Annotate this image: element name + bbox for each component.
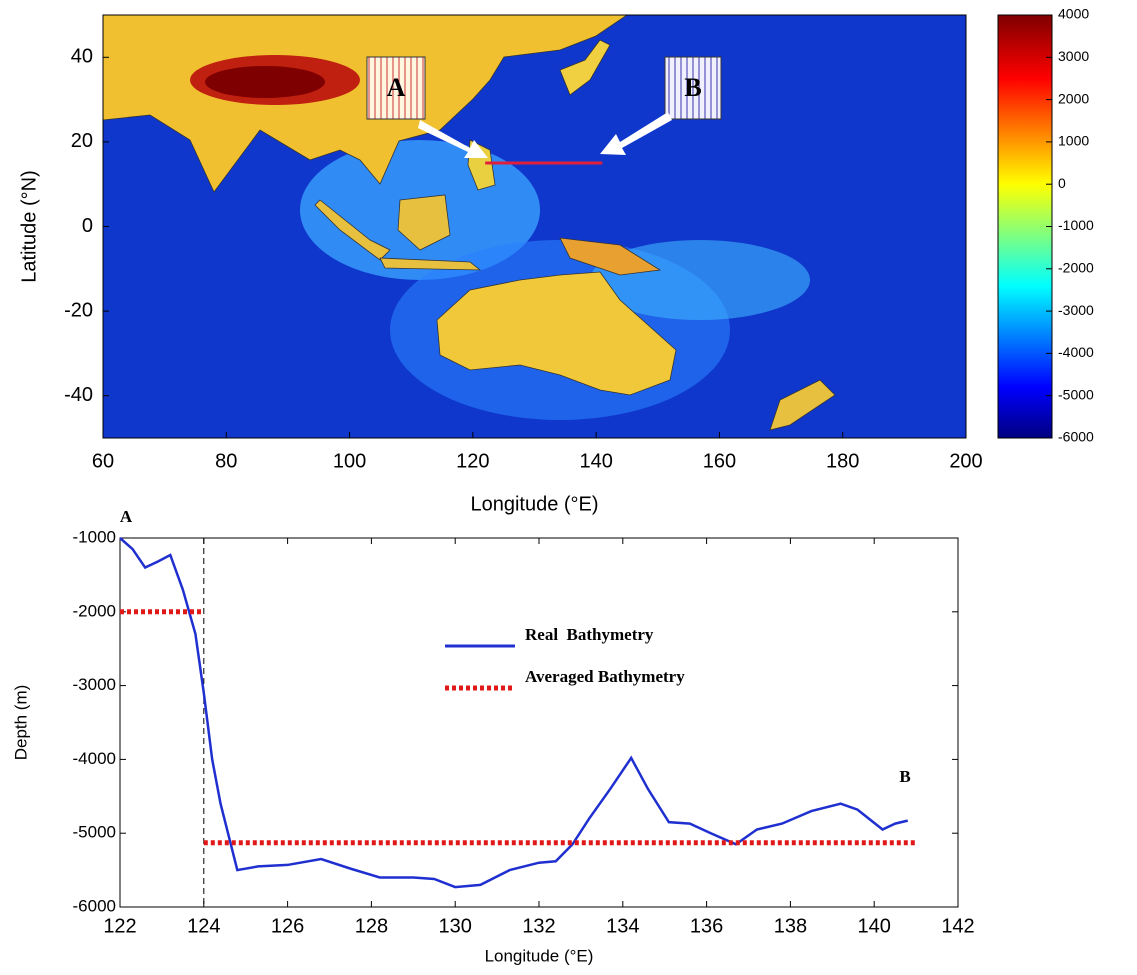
colorbar-tick-label: 2000	[1058, 90, 1089, 106]
x-tick-label: 142	[941, 915, 974, 937]
x-tick-label: 200	[949, 450, 982, 472]
plot-frame	[119, 537, 959, 908]
annotation-box	[664, 56, 722, 120]
x-tick-label: 138	[774, 915, 807, 937]
colorbar-tick-label: -1000	[1058, 217, 1094, 233]
x-tick-label: 60	[92, 450, 114, 472]
y-tick-label: -3000	[73, 675, 116, 694]
y-axis-label: Depth (m)	[11, 685, 30, 761]
x-tick-label: 128	[355, 915, 388, 937]
y-tick-label: 40	[71, 46, 93, 68]
colorbar-tick-label: -3000	[1058, 302, 1094, 318]
annotation: A	[120, 507, 133, 526]
x-tick-label: 124	[187, 915, 220, 937]
arrow	[418, 120, 488, 158]
x-tick-label: 140	[858, 915, 891, 937]
legend-label: Real Bathymetry	[525, 625, 654, 644]
colorbar-tick-label: 4000	[1058, 6, 1089, 22]
x-axis-label: Longitude (°E)	[470, 493, 598, 515]
x-tick-label: 126	[271, 915, 304, 937]
x-tick-label: 100	[333, 450, 366, 472]
colorbar	[997, 14, 1053, 439]
x-tick-label: 132	[522, 915, 555, 937]
colorbar-tick-label: -5000	[1058, 386, 1094, 402]
arrow	[600, 112, 672, 155]
y-tick-label: 20	[71, 130, 93, 152]
annotation: A	[387, 73, 406, 102]
y-tick-label: -2000	[73, 601, 116, 620]
x-tick-label: 130	[439, 915, 472, 937]
annotation: B	[899, 767, 910, 786]
y-tick-label: -6000	[73, 896, 116, 915]
colorbar-tick-label: -6000	[1058, 429, 1094, 445]
x-axis-label: Longitude (°E)	[485, 946, 594, 965]
colorbar-tick-label: -4000	[1058, 344, 1094, 360]
x-tick-label: 180	[826, 450, 859, 472]
x-tick-label: 160	[703, 450, 736, 472]
y-tick-label: -1000	[73, 527, 116, 546]
x-tick-label: 122	[103, 915, 136, 937]
annotation: B	[684, 73, 701, 102]
annotation-box	[366, 56, 426, 120]
legend-label: Averaged Bathymetry	[525, 667, 685, 686]
series-line	[119, 537, 909, 889]
y-tick-label: -5000	[73, 823, 116, 842]
y-tick-label: -20	[64, 299, 93, 321]
x-tick-label: 80	[215, 450, 237, 472]
y-tick-label: 0	[82, 215, 93, 237]
colorbar-tick-label: 1000	[1058, 133, 1089, 149]
y-axis-label: Latitude (°N)	[18, 170, 40, 283]
x-tick-label: 120	[456, 450, 489, 472]
colorbar-tick-label: 0	[1058, 175, 1066, 191]
x-tick-label: 136	[690, 915, 723, 937]
x-tick-label: 140	[579, 450, 612, 472]
y-tick-label: -4000	[73, 749, 116, 768]
x-tick-label: 134	[606, 915, 639, 937]
y-tick-label: -40	[64, 384, 93, 406]
series-line	[120, 609, 917, 846]
colorbar-tick-label: 3000	[1058, 48, 1089, 64]
map-image	[103, 15, 966, 438]
colorbar-tick-label: -2000	[1058, 260, 1094, 276]
